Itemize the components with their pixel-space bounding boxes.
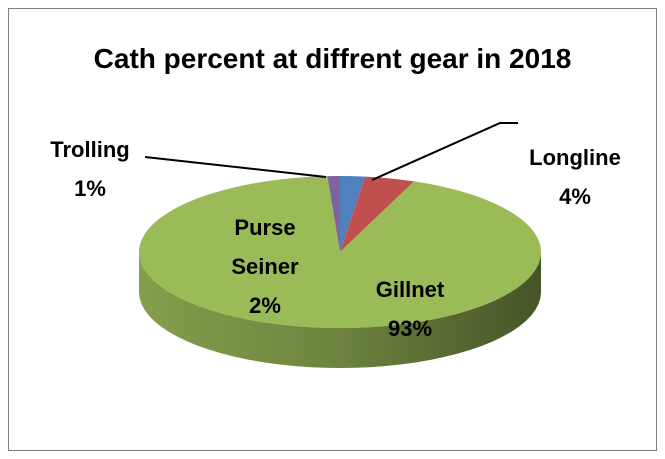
pie-slice [340, 176, 366, 252]
leader-line [371, 122, 518, 181]
data-label-name: Trolling [50, 137, 130, 162]
data-label-name: Gillnet [375, 277, 445, 302]
data-label-value: 1% [74, 176, 106, 201]
leader-line [144, 156, 327, 178]
data-label: Gillnet 93% [350, 270, 470, 348]
pie-side-shade [139, 252, 541, 368]
data-label-value: 4% [559, 184, 591, 209]
pie-slice [327, 176, 340, 252]
pie-slice [138, 176, 541, 328]
data-label: Purse Seiner 2% [220, 208, 310, 325]
data-label-name: Longline [529, 145, 621, 170]
data-label-value: 2% [249, 293, 281, 318]
data-label-name: Purse Seiner [231, 215, 299, 279]
data-label: Longline 4% [475, 138, 665, 216]
data-label-value: 93% [387, 316, 433, 341]
data-label: Trolling 1% [30, 130, 150, 208]
chart-title: Cath percent at diffrent gear in 2018 [93, 43, 572, 74]
pie-slice [340, 176, 414, 252]
